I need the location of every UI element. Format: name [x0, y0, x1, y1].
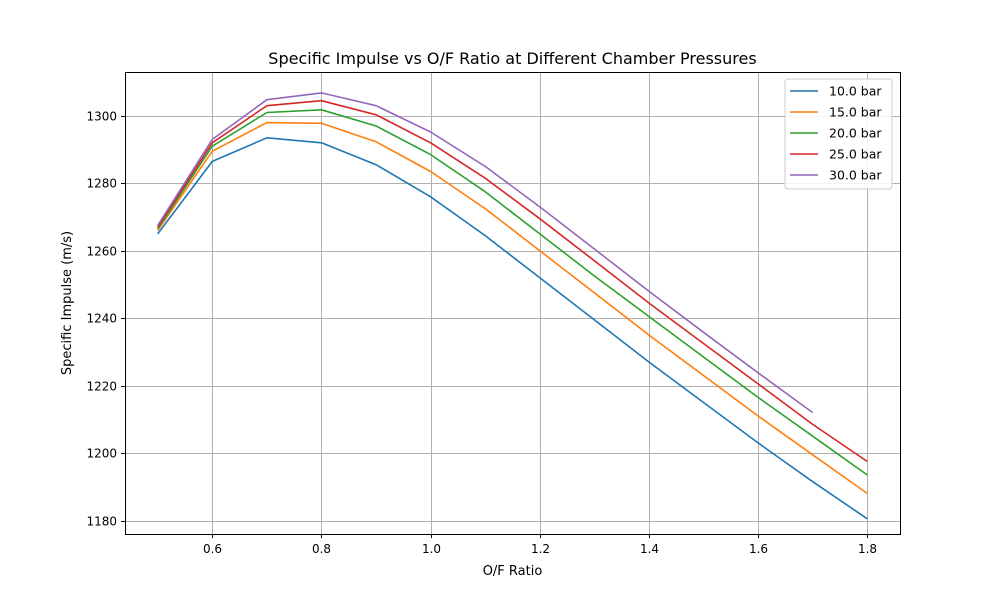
x-tick-label: 1.0 — [422, 542, 441, 556]
x-tick-label: 0.8 — [312, 542, 331, 556]
series-line-30-0-bar — [157, 92, 814, 414]
x-axis-label: O/F Ratio — [483, 564, 543, 579]
y-tick-label: 1300 — [86, 110, 117, 124]
y-tick-label: 1240 — [86, 312, 117, 326]
grid — [125, 72, 900, 534]
x-tick-label: 1.4 — [640, 542, 659, 556]
x-tick-label: 0.6 — [203, 542, 222, 556]
legend-entry: 30.0 bar — [829, 168, 882, 183]
legend-entry: 10.0 bar — [829, 84, 882, 99]
legend: 10.0 bar 15.0 bar 20.0 bar 25.0 bar 30.0 bar — [784, 78, 893, 190]
legend-entry: 15.0 bar — [829, 105, 882, 120]
y-tick-label: 1280 — [86, 177, 117, 191]
legend-box — [784, 78, 893, 190]
plot-frame — [125, 72, 901, 535]
series-line-10-0-bar — [157, 137, 868, 520]
x-tick-label: 1.8 — [858, 542, 877, 556]
y-axis-label: Specific Impulse (m/s) — [60, 231, 75, 375]
y-axis: 1180 1200 1220 1240 1260 1280 1300 — [86, 110, 125, 529]
legend-entry: 20.0 bar — [829, 126, 882, 141]
y-tick-label: 1220 — [86, 380, 117, 394]
x-tick-label: 1.6 — [749, 542, 768, 556]
y-tick-label: 1260 — [86, 245, 117, 259]
legend-entry: 25.0 bar — [829, 147, 882, 162]
series-line-20-0-bar — [157, 109, 868, 476]
chart-title: Specific Impulse vs O/F Ratio at Differe… — [268, 49, 756, 68]
y-tick-label: 1180 — [86, 515, 117, 529]
y-tick-label: 1200 — [86, 447, 117, 461]
x-axis: 0.6 0.8 1.0 1.2 1.4 1.6 1.8 — [203, 534, 877, 556]
series-layer — [157, 92, 868, 520]
x-tick-label: 1.2 — [531, 542, 550, 556]
series-line-25-0-bar — [157, 99, 868, 463]
series-line-15-0-bar — [157, 121, 868, 495]
